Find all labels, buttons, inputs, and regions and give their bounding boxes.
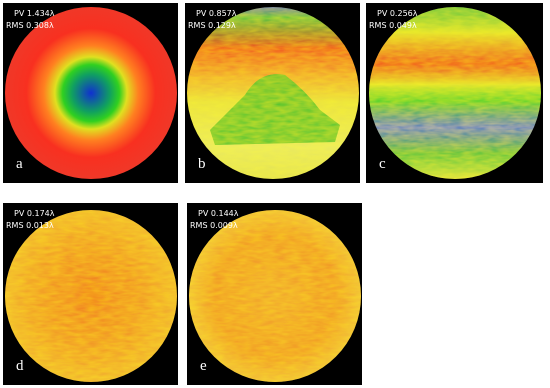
panel-label: e	[200, 358, 207, 374]
pv: PV 0.174λ	[14, 209, 55, 218]
rms: RMS 0.049λ	[369, 21, 417, 30]
panel-label: a	[16, 156, 23, 172]
panel-label: d	[16, 358, 24, 374]
map	[5, 210, 177, 382]
panel-c: PV 0.256λ RMS 0.049λ c	[366, 3, 543, 183]
rms: RMS 0.129λ	[188, 21, 236, 30]
pv: PV 0.144λ	[198, 209, 239, 218]
rms: RMS 0.009λ	[190, 221, 238, 230]
pv: PV 0.857λ	[196, 9, 237, 18]
panel-label: b	[198, 156, 206, 172]
rms: RMS 0.013λ	[6, 221, 54, 230]
panel-e: PV 0.144λ RMS 0.009λ e	[187, 203, 362, 385]
map	[187, 7, 359, 179]
panel-b: PV 0.857λ RMS 0.129λ b	[185, 3, 360, 183]
map	[189, 210, 361, 382]
pv: PV 1.434λ	[14, 9, 55, 18]
rms: RMS 0.308λ	[6, 21, 54, 30]
map	[369, 7, 541, 179]
panel-d: PV 0.174λ RMS 0.013λ d	[3, 203, 178, 385]
panel-label: c	[379, 156, 386, 172]
pv: PV 0.256λ	[377, 9, 418, 18]
map	[5, 7, 177, 179]
panel-a: PV 1.434λ RMS 0.308λ a	[3, 3, 178, 183]
